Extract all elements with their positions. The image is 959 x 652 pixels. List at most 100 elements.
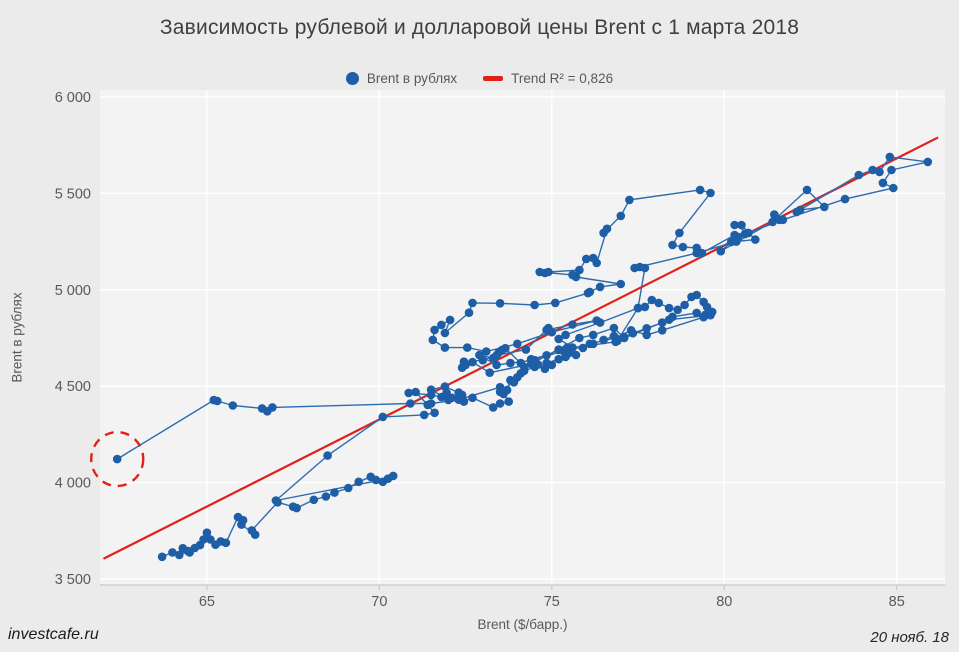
data-point [237, 520, 246, 529]
data-point [168, 548, 177, 557]
data-point [568, 270, 577, 280]
data-point [411, 387, 420, 397]
data-point [468, 298, 477, 308]
chart-legend: Brent в рублях Trend R² = 0,826 [0, 71, 959, 86]
data-point [468, 393, 477, 403]
data-point [478, 355, 488, 365]
data-point [513, 339, 522, 349]
data-point [887, 165, 896, 175]
data-point [404, 388, 414, 398]
legend-series-label: Brent в рублях [366, 71, 458, 86]
legend-item-trend: Trend R² = 0,826 [483, 71, 613, 86]
data-point [611, 337, 620, 347]
data-point [692, 248, 701, 258]
data-point [640, 302, 650, 312]
data-point [551, 298, 560, 308]
data-point [868, 165, 877, 175]
data-point [578, 343, 588, 353]
data-point [202, 528, 212, 537]
annotation-circle [90, 430, 145, 488]
data-point [185, 548, 194, 557]
data-point [699, 297, 708, 307]
series-marker-icon [345, 72, 359, 85]
data-point [585, 339, 595, 349]
data-point [502, 385, 512, 395]
data-point [568, 343, 577, 352]
data-point [699, 312, 708, 322]
date-label: 20 нояб. 18 [870, 629, 949, 646]
data-point [501, 343, 510, 353]
data-point [582, 254, 591, 264]
data-point [330, 488, 339, 497]
data-point [642, 324, 651, 333]
data-point [544, 267, 553, 277]
data-point [292, 503, 301, 513]
data-point [571, 350, 581, 360]
data-point [175, 550, 184, 560]
data-point [430, 325, 439, 335]
y-tick-label: 5 500 [55, 186, 91, 202]
data-point [792, 207, 801, 217]
legend-trend-label: Trend R² = 0,826 [511, 71, 614, 86]
data-point [495, 399, 505, 408]
data-point [440, 382, 450, 391]
data-point [716, 246, 726, 256]
data-point [687, 292, 696, 302]
data-point [568, 320, 577, 329]
data-point [428, 335, 438, 345]
y-tick-label: 4 500 [55, 379, 91, 395]
data-point [321, 492, 331, 501]
data-point [668, 240, 677, 250]
data-point [492, 351, 501, 360]
data-point [561, 330, 570, 340]
plot-area [100, 90, 945, 585]
data-point [221, 538, 231, 548]
data-point [463, 343, 472, 352]
data-point [209, 395, 219, 405]
trend-marker-icon [483, 76, 504, 81]
y-tick-label: 5 000 [55, 283, 91, 299]
data-point [678, 242, 688, 252]
data-point [820, 202, 829, 212]
legend-item-series: Brent в рублях [345, 71, 458, 86]
data-point [257, 404, 267, 413]
data-point [495, 382, 505, 392]
data-point [459, 357, 469, 367]
data-point [599, 335, 608, 345]
data-point [771, 214, 781, 223]
data-point [492, 360, 501, 370]
data-point [354, 477, 364, 487]
data-point [889, 183, 898, 193]
data-point [509, 378, 519, 387]
data-point [485, 368, 495, 378]
data-point [526, 359, 536, 369]
data-point [547, 327, 557, 337]
data-point [840, 194, 850, 204]
data-point [692, 308, 701, 318]
data-point [554, 354, 563, 364]
data-point [616, 279, 626, 289]
x-axis-title: Brent ($/барр.) [477, 617, 568, 632]
data-point [454, 395, 464, 405]
data-point [923, 157, 933, 167]
data-point [542, 351, 551, 360]
data-point [751, 235, 760, 244]
data-point [585, 287, 595, 297]
data-point [802, 185, 812, 195]
data-point [730, 220, 739, 230]
data-point [506, 358, 515, 368]
data-point [640, 263, 650, 273]
x-tick-label: 65 [199, 594, 215, 610]
data-point [657, 326, 667, 335]
data-point [157, 552, 167, 562]
data-point [642, 330, 651, 340]
data-point [440, 328, 450, 338]
data-point [482, 347, 491, 356]
data-point [542, 358, 551, 368]
data-point [488, 403, 498, 412]
data-point [464, 308, 474, 318]
series-points [112, 152, 933, 562]
data-point [383, 474, 393, 484]
data-point [406, 399, 415, 408]
